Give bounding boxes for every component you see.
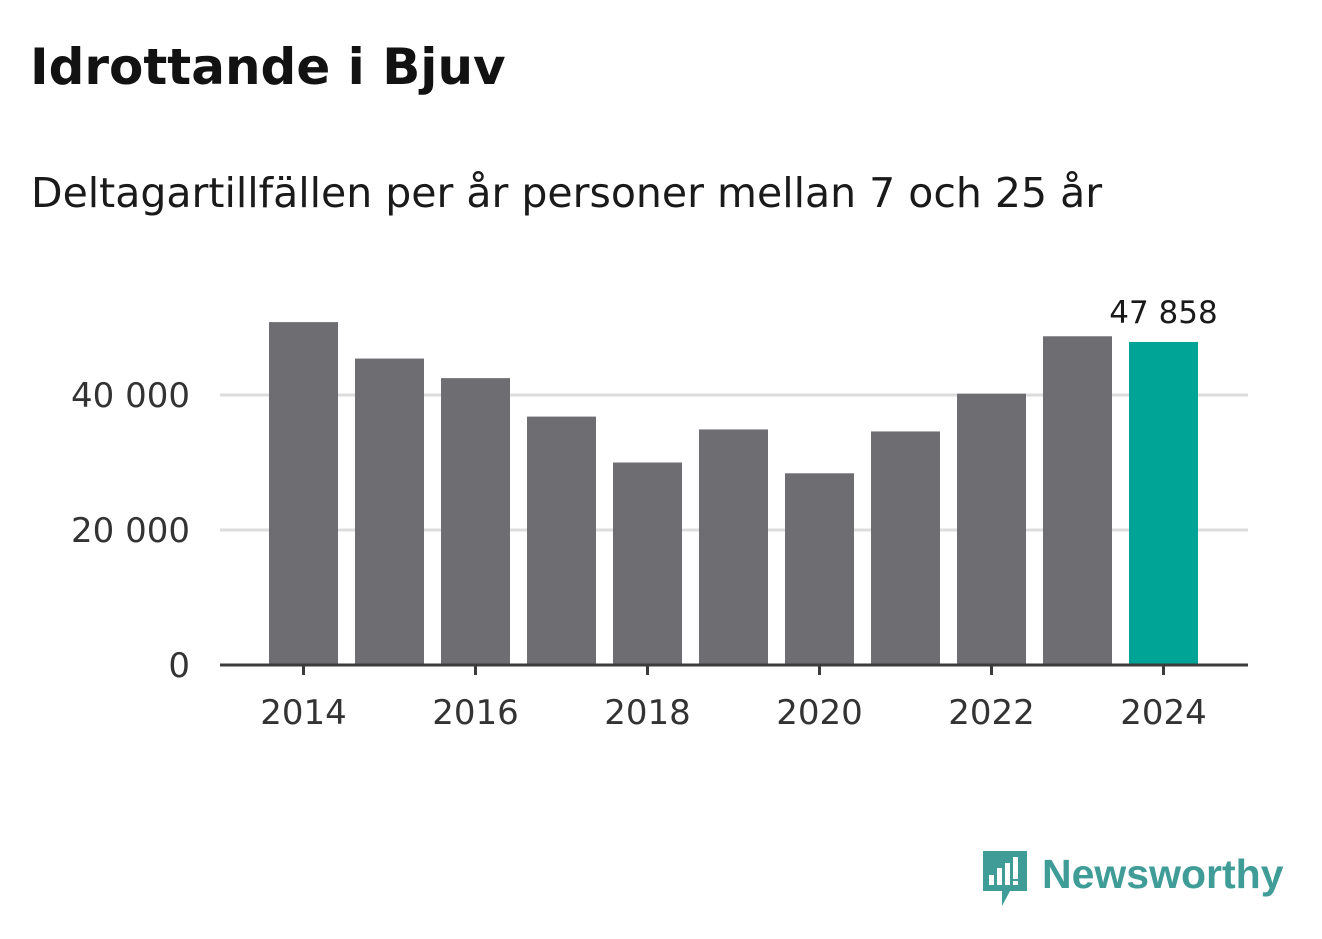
y-tick-label: 40 000 xyxy=(71,376,190,416)
bar-2017 xyxy=(527,416,596,665)
x-tick-label: 2024 xyxy=(1120,693,1207,733)
chart-title: Idrottande i Bjuv xyxy=(30,38,506,96)
newsworthy-brand: Newsworthy xyxy=(980,848,1284,910)
bar-2020 xyxy=(785,473,854,665)
chart-subtitle: Deltagartillfällen per år personer mella… xyxy=(31,169,1103,217)
x-tick-label: 2016 xyxy=(432,693,519,733)
bar-2014 xyxy=(269,322,338,665)
bar-2021 xyxy=(871,431,940,665)
x-tick-label: 2022 xyxy=(948,693,1035,733)
y-tick-label: 20 000 xyxy=(71,511,190,551)
bar-2018 xyxy=(613,462,682,665)
labels: 0 20 000 40 000 2014 2016 2018 2020 2022 2024 47 … xyxy=(71,295,1218,733)
bar-2016 xyxy=(441,378,510,665)
bar-2022 xyxy=(957,393,1026,665)
x-tick-label: 2018 xyxy=(604,693,691,733)
bar-2015 xyxy=(355,358,424,665)
newsworthy-logo-icon xyxy=(983,851,1027,906)
bar-2023 xyxy=(1043,336,1112,665)
bar-2019 xyxy=(699,429,768,665)
y-tick-label: 0 xyxy=(168,646,190,686)
x-tick-label: 2020 xyxy=(776,693,863,733)
bar-2024 xyxy=(1129,341,1198,665)
x-tick-label: 2014 xyxy=(260,693,347,733)
highlight-data-label: 47 858 xyxy=(1109,295,1217,331)
brand-name: Newsworthy xyxy=(1042,850,1284,897)
bars xyxy=(269,322,1198,665)
axes xyxy=(220,663,1248,675)
